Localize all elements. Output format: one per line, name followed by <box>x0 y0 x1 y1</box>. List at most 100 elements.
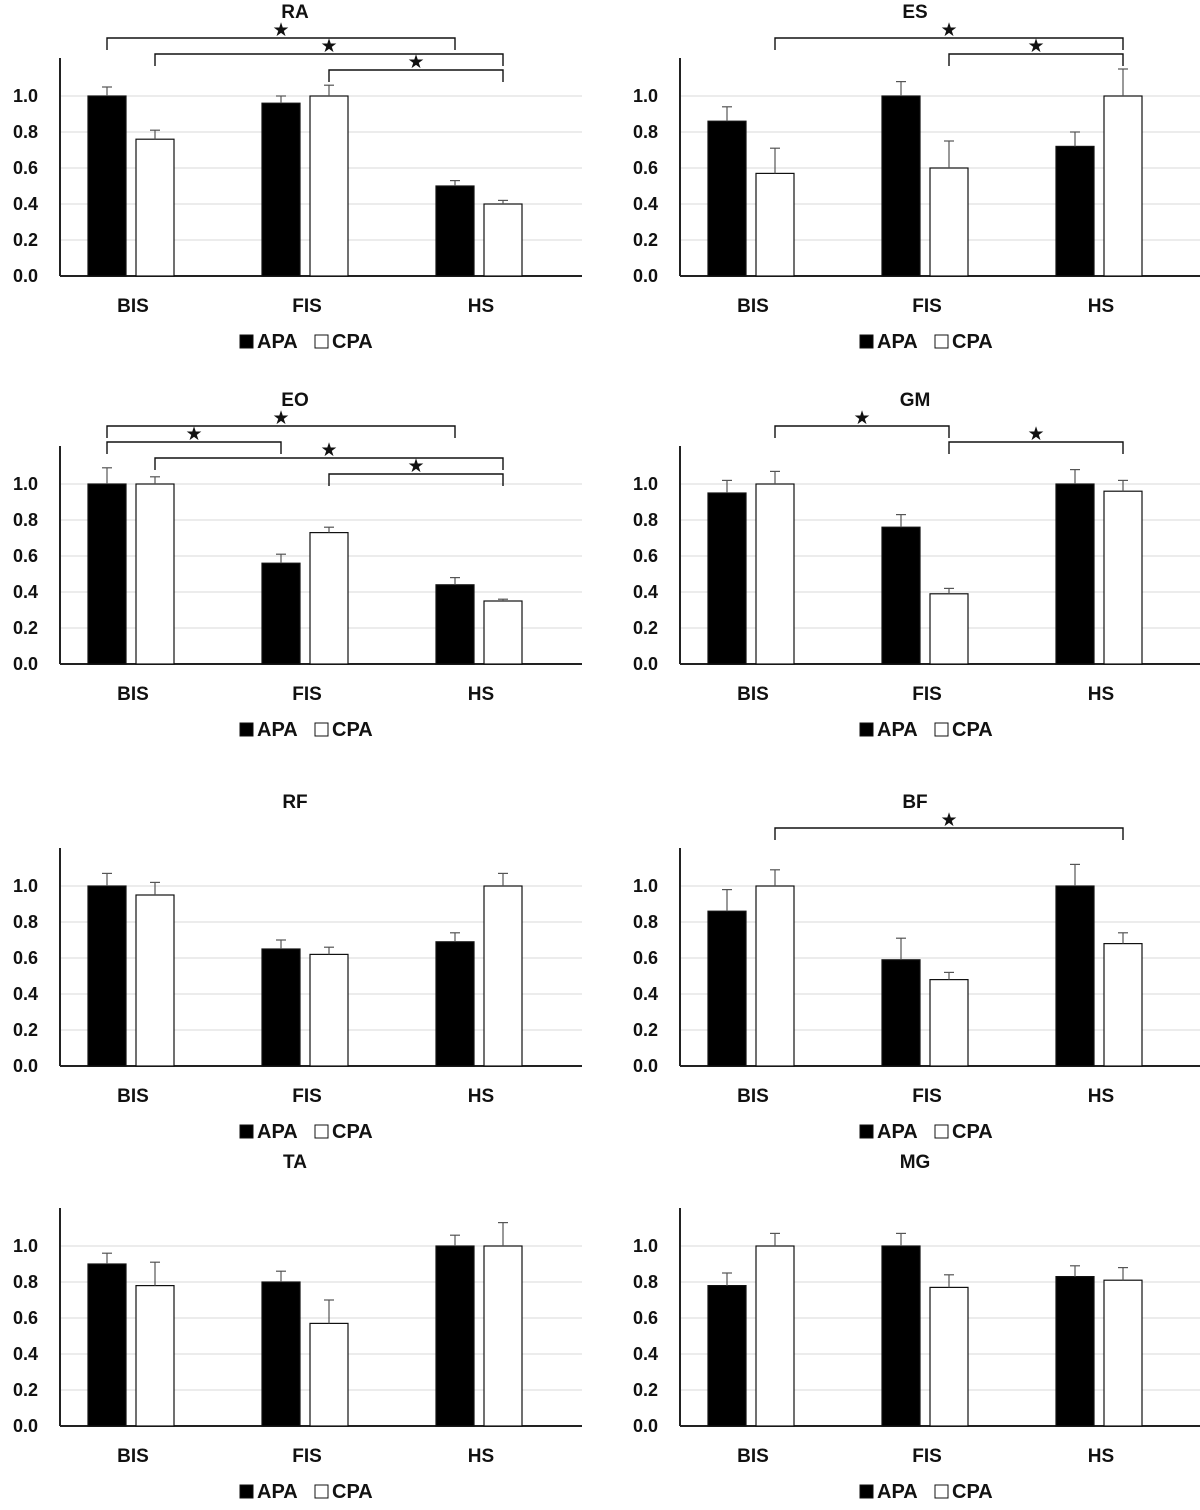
significance-star: ★ <box>1027 424 1044 445</box>
x-category-label: HS <box>468 1446 494 1467</box>
legend: APA CPA <box>859 1121 993 1143</box>
legend: APA CPA <box>239 719 373 741</box>
legend-swatch-apa <box>859 1124 874 1139</box>
chart-svg: RA 0.0 0.2 0.4 0.6 0.8 1.0 BIS FIS HS ★ ★ ★ APA CPA <box>13 2 582 353</box>
bar-apa-bis <box>707 910 747 1067</box>
bar-apa-hs <box>1055 483 1095 665</box>
bar-apa-hs <box>435 1245 475 1427</box>
chart-panel-es: ES 0.0 0.2 0.4 0.6 0.8 1.0 BIS FIS HS ★ ★ APA CPA <box>620 0 1200 360</box>
significance-star: ★ <box>185 424 202 445</box>
significance-bracket <box>106 425 456 438</box>
bar-apa-bis <box>87 483 127 665</box>
bar-cpa-hs <box>1103 943 1143 1067</box>
chart-svg: GM 0.0 0.2 0.4 0.6 0.8 1.0 BIS FIS HS ★ ★ APA CPA <box>633 390 1200 741</box>
x-category-label: HS <box>1088 1446 1114 1467</box>
y-tick-label: 0.6 <box>633 1308 658 1328</box>
legend-swatch-apa <box>239 722 254 737</box>
legend-swatch-apa <box>239 1124 254 1139</box>
legend-label-apa: APA <box>877 331 918 353</box>
legend-label-cpa: CPA <box>952 1121 993 1143</box>
y-tick-label: 1.0 <box>13 474 38 494</box>
y-tick-label: 0.2 <box>633 618 658 638</box>
y-tick-label: 0.4 <box>13 1344 38 1364</box>
y-tick-label: 0.0 <box>633 1056 658 1076</box>
significance-bracket <box>106 37 456 50</box>
chart-title: ES <box>902 2 927 23</box>
y-tick-label: 0.4 <box>633 984 658 1004</box>
y-tick-label: 0.2 <box>633 1380 658 1400</box>
bar-cpa-bis <box>135 483 175 665</box>
chart-panel-ta: TA 0.0 0.2 0.4 0.6 0.8 1.0 BIS FIS HS APA CPA <box>0 1150 582 1510</box>
significance-bracket <box>328 473 504 486</box>
chart-panel-bf: BF 0.0 0.2 0.4 0.6 0.8 1.0 BIS FIS HS ★ APA CPA <box>620 790 1200 1150</box>
significance-star: ★ <box>320 440 337 461</box>
bar-apa-hs <box>1055 145 1095 277</box>
y-tick-label: 0.8 <box>633 510 658 530</box>
y-tick-label: 0.6 <box>13 1308 38 1328</box>
y-tick-label: 0.8 <box>13 912 38 932</box>
legend-swatch-apa <box>859 722 874 737</box>
y-tick-label: 0.2 <box>13 230 38 250</box>
legend: APA CPA <box>239 331 373 353</box>
y-tick-label: 0.2 <box>13 1020 38 1040</box>
bar-cpa-fis <box>929 1286 969 1427</box>
chart-svg: RF 0.0 0.2 0.4 0.6 0.8 1.0 BIS FIS HS APA CPA <box>13 792 582 1143</box>
y-tick-label: 0.4 <box>633 1344 658 1364</box>
legend: APA CPA <box>239 1121 373 1143</box>
significance-bracket <box>948 441 1124 454</box>
bar-apa-fis <box>881 1245 921 1427</box>
x-category-label: FIS <box>912 1446 942 1467</box>
y-tick-label: 1.0 <box>633 1236 658 1256</box>
chart-title: TA <box>283 1152 307 1173</box>
bar-cpa-fis <box>309 532 349 665</box>
chart-svg: ES 0.0 0.2 0.4 0.6 0.8 1.0 BIS FIS HS ★ ★ APA CPA <box>633 2 1200 353</box>
bar-cpa-hs <box>1103 490 1143 665</box>
legend-swatch-apa <box>859 334 874 349</box>
bar-cpa-fis <box>309 95 349 277</box>
legend-swatch-apa <box>239 334 254 349</box>
legend-label-apa: APA <box>257 719 298 741</box>
y-tick-label: 0.8 <box>633 1272 658 1292</box>
x-category-label: HS <box>468 296 494 317</box>
bar-apa-hs <box>435 941 475 1067</box>
legend-swatch-cpa <box>314 334 329 349</box>
legend-label-cpa: CPA <box>332 331 373 353</box>
bar-apa-fis <box>261 562 301 665</box>
bar-apa-bis <box>707 1285 747 1427</box>
x-category-label: FIS <box>292 1446 322 1467</box>
legend-label-cpa: CPA <box>332 1121 373 1143</box>
legend-label-apa: APA <box>257 331 298 353</box>
bar-cpa-hs <box>483 885 523 1067</box>
bar-cpa-bis <box>135 1285 175 1427</box>
legend-swatch-cpa <box>934 1484 949 1499</box>
legend-swatch-cpa <box>934 1124 949 1139</box>
y-tick-label: 0.6 <box>633 158 658 178</box>
chart-title: MG <box>900 1152 931 1173</box>
bar-apa-fis <box>261 948 301 1067</box>
significance-star: ★ <box>407 456 424 477</box>
significance-bracket <box>154 53 504 66</box>
bar-apa-hs <box>435 185 475 277</box>
x-category-label: HS <box>1088 296 1114 317</box>
significance-bracket <box>774 37 1124 50</box>
x-category-label: BIS <box>737 684 769 705</box>
bar-cpa-fis <box>309 1322 349 1427</box>
y-tick-label: 1.0 <box>13 86 38 106</box>
y-tick-label: 0.4 <box>13 194 38 214</box>
x-category-label: HS <box>468 684 494 705</box>
bar-apa-fis <box>261 102 301 277</box>
chart-title: EO <box>281 390 308 411</box>
bar-apa-hs <box>1055 1275 1095 1427</box>
bar-apa-fis <box>261 1281 301 1427</box>
legend-swatch-cpa <box>314 722 329 737</box>
significance-star: ★ <box>940 810 957 831</box>
bar-cpa-fis <box>929 593 969 665</box>
significance-star: ★ <box>940 20 957 41</box>
y-tick-label: 0.6 <box>13 158 38 178</box>
bar-apa-bis <box>87 95 127 277</box>
y-tick-label: 0.0 <box>633 266 658 286</box>
y-tick-label: 1.0 <box>633 876 658 896</box>
y-tick-label: 0.8 <box>13 510 38 530</box>
bar-apa-hs <box>1055 885 1095 1067</box>
legend-label-cpa: CPA <box>952 719 993 741</box>
